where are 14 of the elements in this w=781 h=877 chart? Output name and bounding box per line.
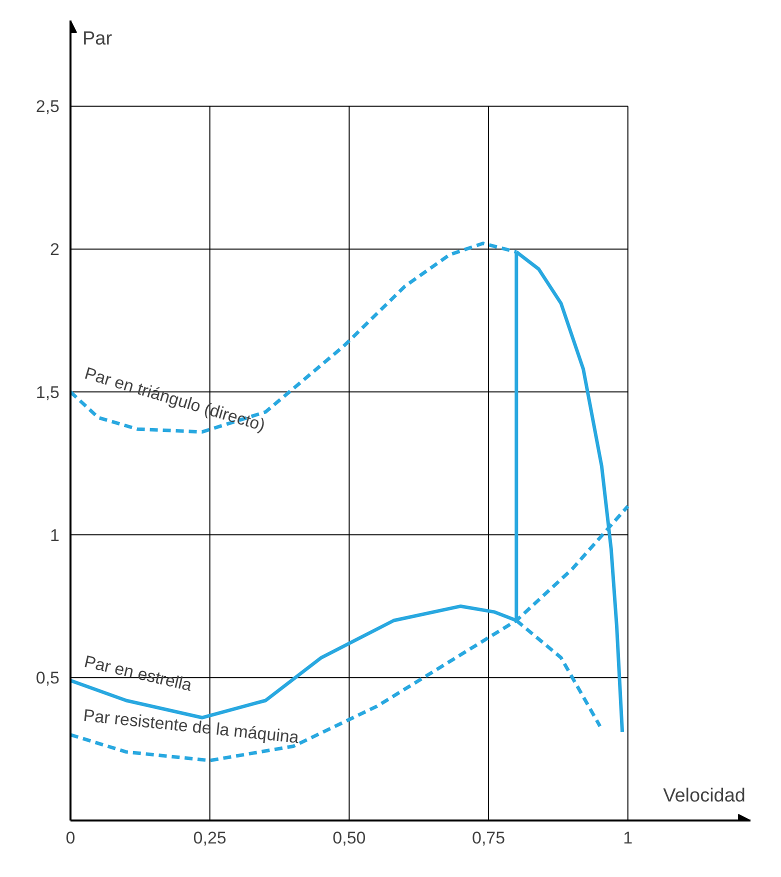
x-tick-label: 0 bbox=[66, 828, 76, 848]
y-tick-label: 2,5 bbox=[36, 97, 60, 116]
text: Par en estrella bbox=[82, 652, 194, 696]
x-axis-title: Velocidad bbox=[663, 786, 746, 806]
x-tick-label: 0,75 bbox=[472, 828, 506, 848]
x-tick-label: 0,50 bbox=[332, 828, 366, 848]
x-tick-label: 0,25 bbox=[193, 828, 226, 848]
text: Par resistente de la máquina bbox=[82, 706, 300, 748]
x-tick-label: 1 bbox=[623, 828, 633, 848]
y-tick-label: 1,5 bbox=[36, 382, 60, 402]
y-tick-label: 2 bbox=[50, 240, 60, 260]
y-axis-title: Par bbox=[82, 28, 113, 50]
y-tick-label: 1 bbox=[50, 526, 60, 545]
y-tick-label: 0,5 bbox=[36, 668, 60, 688]
